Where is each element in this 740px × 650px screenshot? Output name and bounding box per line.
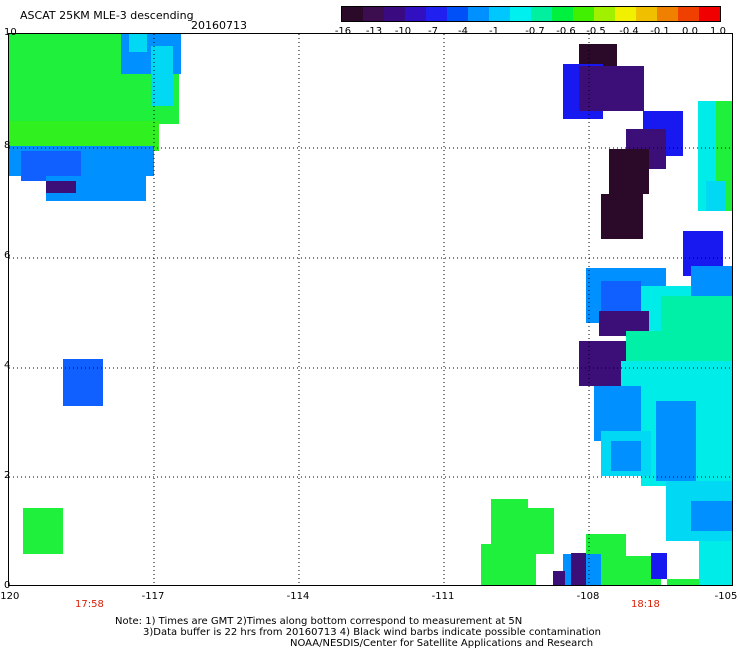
colorbar-segment <box>468 7 489 21</box>
colorbar-label: -7 <box>428 26 438 37</box>
map-panel <box>8 33 733 586</box>
data-cell <box>706 181 726 211</box>
colorbar-label: -0.5 <box>586 26 606 37</box>
data-cell <box>601 281 641 311</box>
data-cell <box>601 194 643 239</box>
x-tick-114: -114 <box>286 591 310 602</box>
colorbar-segment <box>615 7 636 21</box>
data-cell <box>651 553 667 579</box>
footer-credit: NOAA/NESDIS/Center for Satellite Applica… <box>290 638 594 649</box>
colorbar-label: -0.4 <box>619 26 639 37</box>
wind-data-map <box>9 34 732 585</box>
x-tick-117: -117 <box>141 591 165 602</box>
data-cell <box>23 508 63 554</box>
colorbar-segment <box>426 7 447 21</box>
colorbar-segment <box>384 7 405 21</box>
data-cell <box>579 44 617 66</box>
data-cell <box>691 501 732 531</box>
colorbar <box>341 6 721 22</box>
colorbar-label: -4 <box>458 26 468 37</box>
colorbar-segment <box>342 7 363 21</box>
time-label-1: 17:58 <box>75 599 104 610</box>
data-cell <box>571 553 586 585</box>
y-tick-6: 6 <box>4 250 11 261</box>
data-cell <box>129 34 147 52</box>
y-tick-2: 2 <box>4 470 11 481</box>
colorbar-segment <box>405 7 426 21</box>
colorbar-label: 1.0 <box>710 26 726 37</box>
data-cell <box>699 541 732 585</box>
colorbar-segment <box>699 7 720 21</box>
footer-note-2: 3)Data buffer is 22 hrs from 20160713 4)… <box>143 627 601 638</box>
footer-note-1: Note: 1) Times are GMT 2)Times along bot… <box>115 616 523 627</box>
colorbar-label: -0.7 <box>525 26 545 37</box>
data-cell <box>579 66 644 111</box>
data-cell <box>656 401 696 481</box>
data-cell <box>553 571 565 585</box>
colorbar-label: 0.0 <box>682 26 698 37</box>
x-tick-105: -105 <box>714 591 738 602</box>
colorbar-segment <box>573 7 594 21</box>
colorbar-segment <box>657 7 678 21</box>
colorbar-segment <box>531 7 552 21</box>
colorbar-segment <box>489 7 510 21</box>
title: ASCAT 25KM MLE-3 descending <box>20 9 194 22</box>
data-cell <box>691 266 732 296</box>
x-tick-111: -111 <box>431 591 455 602</box>
x-tick-108: -108 <box>576 591 600 602</box>
data-cell <box>46 181 76 193</box>
x-tick-120: -120 <box>0 591 20 602</box>
data-cell <box>621 361 732 386</box>
colorbar-label: -10 <box>394 26 412 37</box>
colorbar-label: -16 <box>334 26 352 37</box>
colorbar-label: -13 <box>365 26 383 37</box>
colorbar-label: -0.1 <box>650 26 670 37</box>
colorbar-label: -0.6 <box>556 26 576 37</box>
time-label-2: 18:18 <box>631 599 660 610</box>
data-cell <box>63 359 103 406</box>
data-cell <box>609 149 649 194</box>
colorbar-segment <box>447 7 468 21</box>
y-tick-10: 10 <box>4 27 17 38</box>
colorbar-segment <box>552 7 573 21</box>
colorbar-segment <box>678 7 699 21</box>
data-cell <box>481 544 536 585</box>
data-cell <box>611 441 641 471</box>
colorbar-label: -1 <box>489 26 499 37</box>
data-cell <box>667 579 699 585</box>
data-cell <box>579 341 629 386</box>
colorbar-segment <box>636 7 657 21</box>
colorbar-segment <box>363 7 384 21</box>
colorbar-segment <box>594 7 615 21</box>
data-cell <box>151 46 173 106</box>
y-tick-8: 8 <box>4 140 11 151</box>
y-tick-0: 0 <box>4 580 11 591</box>
data-cell <box>661 296 732 336</box>
date-label: 20160713 <box>191 19 247 32</box>
colorbar-segment <box>510 7 531 21</box>
y-tick-4: 4 <box>4 360 11 371</box>
